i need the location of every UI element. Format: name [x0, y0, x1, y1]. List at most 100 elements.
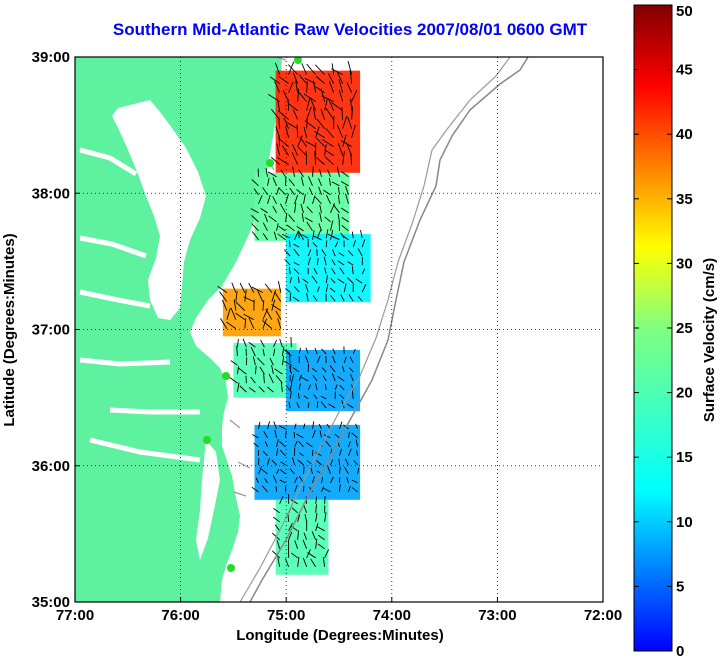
- velocity-vector: [291, 457, 295, 465]
- velocity-vector: [277, 110, 289, 120]
- velocity-vector: [342, 366, 345, 373]
- velocity-vector: [323, 189, 331, 196]
- velocity-vector: [325, 107, 335, 120]
- velocity-vector: [288, 522, 293, 532]
- gridlines: [75, 57, 603, 602]
- velocity-vector: [231, 282, 237, 293]
- velocity-vector: [361, 283, 367, 293]
- velocity-vector: [347, 116, 353, 129]
- velocity-vector: [338, 89, 344, 102]
- velocity-vector: [219, 291, 228, 302]
- velocity-vector: [236, 382, 240, 393]
- velocity-vector: [226, 308, 231, 320]
- velocity-vector: [291, 507, 298, 514]
- velocity-vector: [238, 367, 247, 375]
- velocity-vector: [320, 88, 326, 102]
- velocity-vector: [297, 146, 307, 156]
- velocity-vector: [340, 207, 349, 214]
- velocity-vector: [248, 387, 256, 393]
- velocity-vector: [340, 294, 345, 302]
- velocity-vector: [295, 80, 299, 93]
- velocity-vector: [331, 181, 340, 187]
- velocity-vector: [325, 283, 329, 293]
- velocity-vector: [306, 63, 316, 75]
- velocity-vector: [274, 81, 281, 93]
- velocity-vector: [294, 440, 298, 448]
- velocity-vector: [248, 282, 255, 293]
- velocity-vector: [351, 432, 358, 439]
- velocity-vector: [323, 149, 334, 157]
- velocity-vector: [297, 459, 304, 466]
- velocity-vector: [279, 469, 286, 475]
- velocity-vector: [332, 204, 340, 214]
- velocity-vector: [343, 283, 347, 293]
- velocity-vector: [276, 448, 279, 456]
- velocity-vector: [289, 392, 292, 400]
- velocity-vector: [277, 318, 282, 329]
- velocity-vector: [316, 355, 321, 364]
- velocity-vector: [307, 552, 316, 559]
- velocity-vector: [288, 64, 298, 75]
- velocity-vector: [332, 355, 336, 364]
- y-axis: 39:00 38:00 37:00 36:00 35:00: [32, 49, 80, 611]
- velocity-vector: [289, 276, 292, 284]
- velocity-vector: [324, 384, 327, 390]
- velocity-vector: [307, 384, 312, 391]
- colorbar-tick-label: 20: [676, 385, 693, 402]
- velocity-vector: [286, 224, 295, 232]
- velocity-vector: [251, 486, 259, 493]
- velocity-vector: [251, 215, 259, 223]
- velocity-vector: [286, 385, 292, 393]
- velocity-vector: [276, 98, 281, 111]
- velocity-vector: [324, 512, 327, 522]
- velocity-vector: [298, 440, 304, 448]
- velocity-vector: [251, 179, 259, 187]
- velocity-vector: [349, 356, 354, 364]
- velocity-vector: [341, 107, 344, 120]
- velocity-vector: [324, 216, 331, 223]
- velocity-region: [254, 424, 361, 500]
- velocity-vector: [254, 365, 257, 375]
- velocity-vector: [296, 402, 300, 409]
- velocity-vector: [251, 286, 264, 294]
- velocity-vector: [346, 403, 354, 409]
- velocity-vector: [318, 423, 322, 430]
- station-marker: [203, 436, 211, 444]
- velocity-vector: [306, 206, 313, 214]
- velocity-vector: [361, 239, 366, 248]
- velocity-vector: [343, 356, 347, 364]
- velocity-vector: [296, 124, 299, 138]
- velocity-vector: [304, 513, 308, 522]
- velocity-vector: [342, 150, 345, 165]
- velocity-vector: [293, 286, 300, 293]
- velocity-vector: [339, 267, 345, 275]
- velocity-vector: [288, 81, 294, 93]
- velocity-vector: [294, 485, 298, 493]
- velocity-vector: [288, 402, 291, 409]
- velocity-vector: [274, 62, 281, 75]
- velocity-vector: [337, 213, 340, 222]
- velocity-vector: [265, 308, 273, 320]
- colorbar-tick-label: 40: [676, 126, 693, 143]
- velocity-vector: [262, 300, 265, 311]
- velocity-vector: [258, 466, 263, 475]
- velocity-vector: [243, 313, 255, 321]
- x-tick-label: 72:00: [584, 607, 622, 624]
- velocity-vector: [312, 242, 318, 248]
- velocity-vector: [264, 478, 268, 484]
- velocity-vector: [264, 441, 268, 448]
- velocity-vector: [313, 268, 318, 275]
- velocity-vector: [262, 187, 268, 196]
- velocity-vector: [253, 442, 259, 448]
- sound-water: [196, 440, 220, 560]
- velocity-vector: [297, 276, 300, 284]
- velocity-vector: [280, 461, 286, 466]
- velocity-vector: [242, 338, 247, 348]
- velocity-vector: [315, 459, 322, 466]
- velocity-vector: [341, 225, 349, 232]
- velocity-vector: [313, 394, 318, 400]
- velocity-vector: [276, 187, 280, 195]
- velocity-vector: [312, 166, 314, 177]
- velocity-vector: [339, 448, 343, 456]
- y-tick-label: 39:00: [32, 49, 70, 66]
